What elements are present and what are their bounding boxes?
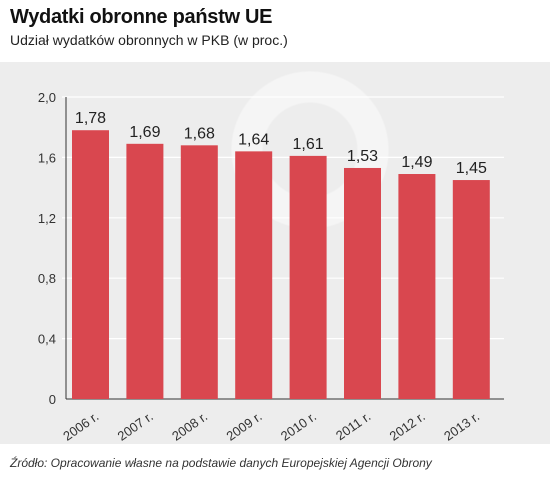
bar: [398, 174, 436, 399]
chart-subtitle: Udział wydatków obronnych w PKB (w proc.…: [10, 32, 288, 48]
x-tick-label: 2011 r.: [333, 409, 373, 444]
bar: [126, 143, 164, 399]
x-tick-label: 2006 r.: [60, 409, 101, 444]
bar: [344, 167, 381, 399]
x-tick-label: 2013 r.: [441, 409, 482, 444]
bar-value-label: 1,61: [293, 136, 324, 153]
chart-header: Wydatki obronne państw UE Udział wydatkó…: [0, 0, 550, 62]
bar: [180, 145, 218, 399]
bar-value-label: 1,78: [75, 110, 106, 127]
x-tick-label: 2007 r.: [115, 409, 156, 444]
y-tick-label: 1,6: [38, 150, 56, 165]
y-tick-label: 0: [49, 392, 56, 407]
bar: [72, 130, 109, 399]
bar-value-label: 1,69: [129, 124, 160, 141]
bar-value-label: 1,53: [347, 148, 378, 165]
bar-value-label: 1,68: [184, 125, 215, 142]
x-tick-label: 2010 r.: [278, 409, 319, 444]
x-tick-label: 2009 r.: [223, 409, 264, 444]
bar: [235, 151, 273, 399]
y-tick-label: 2,0: [38, 90, 56, 105]
bar-value-label: 1,49: [401, 154, 432, 171]
y-tick-label: 0,8: [38, 271, 56, 286]
bar-value-label: 1,45: [456, 160, 487, 177]
bar: [289, 155, 327, 399]
source-note: Źródło: Opracowanie własne na podstawie …: [10, 456, 432, 470]
x-tick-label: 2012 r.: [387, 409, 428, 444]
chart-title: Wydatki obronne państw UE: [10, 6, 273, 28]
bar-value-label: 1,64: [238, 131, 269, 148]
x-tick-label: 2008 r.: [169, 409, 210, 444]
y-tick-label: 0,4: [38, 332, 56, 347]
bar: [452, 180, 490, 399]
y-tick-label: 1,2: [38, 211, 56, 226]
